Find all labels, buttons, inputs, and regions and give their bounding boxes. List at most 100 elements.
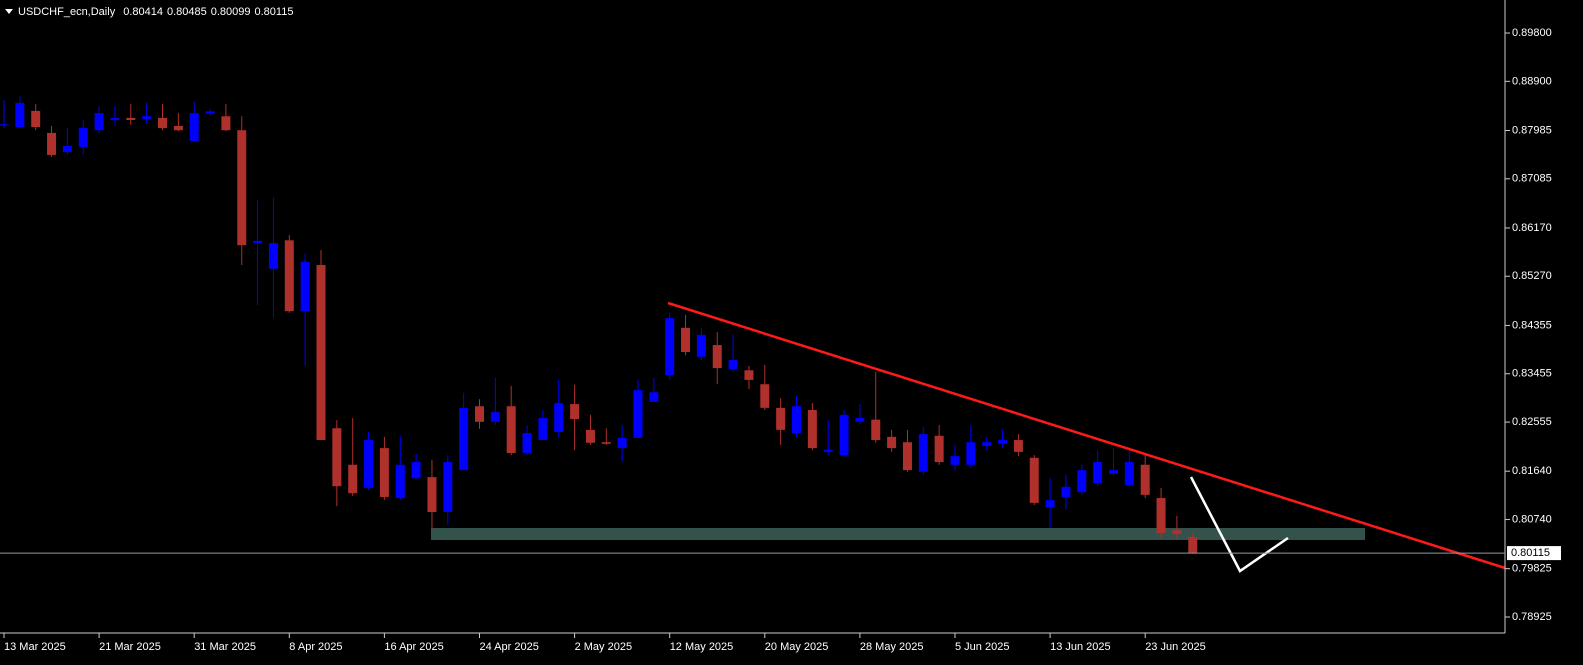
header-value: 0.80115 [255, 6, 294, 18]
candle-body [649, 392, 659, 402]
candle-body [807, 409, 817, 449]
candle-body [253, 240, 263, 243]
x-tick-label: 2 May 2025 [575, 641, 632, 653]
candle-body [94, 113, 104, 131]
candle-body [348, 464, 358, 494]
axes: 0.89800 0.88900 0.87985 0.87085 0.86170 0.852… [0, 27, 1561, 653]
candle-body [0, 124, 9, 126]
candle-body [62, 145, 72, 153]
candle-body [221, 116, 231, 131]
candle-body [554, 403, 564, 433]
candles [0, 95, 1198, 554]
x-tick-label: 20 May 2025 [765, 641, 829, 653]
candle-body [760, 384, 770, 408]
y-tick-label: 0.78925 [1512, 611, 1552, 623]
candle-body [427, 477, 437, 513]
candle-body [522, 433, 532, 453]
candle-body [681, 327, 691, 352]
candle-body [78, 128, 88, 147]
candle-body [918, 434, 928, 472]
candle-body [1172, 530, 1182, 535]
candle-body [395, 464, 405, 499]
candle-body [792, 406, 801, 434]
candle-body [1045, 500, 1055, 508]
candle-body [1013, 440, 1023, 452]
x-tick-label: 16 Apr 2025 [384, 641, 443, 653]
candle-body [1140, 464, 1150, 495]
x-tick-label: 31 Mar 2025 [194, 641, 256, 653]
candle-body [47, 132, 57, 155]
support-zone [431, 528, 1365, 540]
x-tick-label: 5 Jun 2025 [955, 641, 1009, 653]
candle-body [379, 448, 389, 497]
candle-body [1188, 537, 1198, 554]
candle-body [823, 449, 833, 452]
candle-body [490, 412, 500, 422]
x-tick-label: 13 Mar 2025 [4, 641, 66, 653]
candle-body [744, 370, 754, 380]
candle-body [459, 407, 469, 471]
candle-body [570, 404, 580, 420]
price-label-box [1507, 546, 1561, 561]
candle-body [601, 442, 611, 444]
candle-body [1029, 457, 1039, 503]
candle-body [205, 111, 215, 114]
candle-body [855, 418, 865, 422]
candle-body [617, 437, 627, 449]
candle-body [142, 116, 152, 119]
y-tick-label: 0.88900 [1512, 75, 1552, 87]
candle-body [712, 345, 722, 369]
candle-body [728, 360, 738, 370]
y-tick-label: 0.81640 [1512, 465, 1552, 477]
candle-body [982, 442, 992, 446]
y-tick-label: 0.80740 [1512, 513, 1552, 525]
menu-arrow[interactable] [5, 9, 13, 14]
candle-body [126, 117, 136, 121]
candle-body [475, 406, 484, 422]
candle-body [158, 117, 167, 129]
y-tick-label: 0.84355 [1512, 319, 1552, 331]
y-tick-label: 0.83455 [1512, 368, 1552, 380]
candle-body [1124, 462, 1134, 486]
candle-body [284, 240, 294, 312]
header-value: 0.80485 [167, 6, 207, 18]
header-value: 0.80414 [123, 6, 163, 18]
projection-path [1189, 476, 1289, 573]
x-tick-label: 8 Apr 2025 [289, 641, 342, 653]
candle-body [871, 419, 881, 441]
y-tick-label: 0.79825 [1512, 563, 1552, 575]
symbol-title: USDCHF_ecn,Daily [18, 6, 116, 18]
x-tick-label: 28 May 2025 [860, 641, 924, 653]
x-tick-label: 21 Mar 2025 [99, 641, 161, 653]
candle-body [934, 435, 944, 463]
candle-body [15, 102, 25, 127]
candle-body [173, 125, 183, 131]
y-tick-label: 0.86170 [1512, 222, 1552, 234]
candle-body [189, 113, 199, 141]
candle-body [31, 110, 41, 127]
x-tick-label: 12 May 2025 [670, 641, 734, 653]
y-tick-label: 0.87085 [1512, 173, 1552, 185]
candle-body [237, 130, 247, 246]
candle-body [887, 436, 897, 449]
candle-body [411, 462, 421, 479]
candle-body [538, 418, 548, 441]
candle-body [1061, 486, 1071, 497]
y-tick-label: 0.89800 [1512, 27, 1552, 39]
candle-body [1156, 498, 1166, 533]
candle-body [1077, 470, 1087, 493]
candle-body [443, 462, 453, 513]
trend-line [667, 301, 1506, 570]
y-tick-label: 0.87985 [1512, 124, 1552, 136]
candle-body [633, 390, 643, 438]
candle-body [839, 414, 849, 456]
candle-body [696, 334, 706, 357]
candle-body [110, 117, 120, 121]
x-tick-label: 24 Apr 2025 [480, 641, 539, 653]
candle-body [316, 265, 326, 441]
price-label: 0.80115 [1511, 547, 1550, 559]
x-tick-label: 23 Jun 2025 [1145, 641, 1206, 653]
y-tick-label: 0.85270 [1512, 270, 1552, 282]
